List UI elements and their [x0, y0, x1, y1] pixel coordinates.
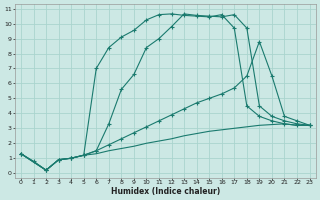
X-axis label: Humidex (Indice chaleur): Humidex (Indice chaleur): [111, 187, 220, 196]
